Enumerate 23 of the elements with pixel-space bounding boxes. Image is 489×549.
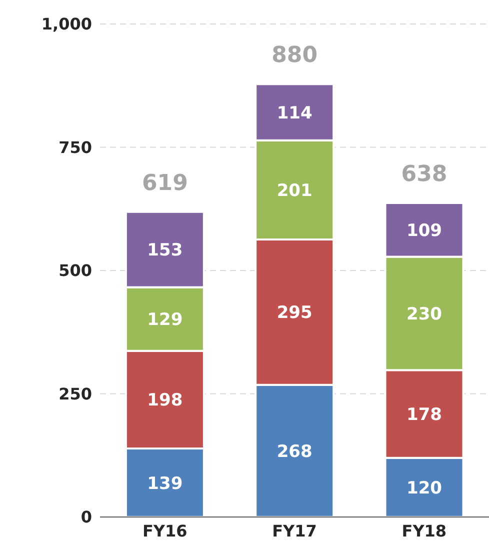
data-label: 129: [147, 310, 183, 330]
data-label: 120: [406, 478, 442, 498]
total-label: 638: [401, 162, 448, 187]
data-label: 230: [406, 304, 442, 324]
data-label: 114: [276, 103, 313, 124]
data-label: 198: [147, 390, 183, 411]
y-tick-label: 750: [58, 138, 92, 157]
data-label: 295: [276, 303, 312, 324]
data-label: 201: [276, 180, 312, 201]
y-tick-label: 0: [80, 508, 92, 527]
data-label: 153: [147, 240, 183, 261]
data-label: 178: [406, 405, 442, 425]
y-tick-label: 500: [58, 261, 92, 280]
data-label: 109: [406, 220, 442, 241]
data-label: 139: [147, 474, 183, 494]
total-label: 619: [142, 170, 188, 196]
data-label: 268: [276, 442, 312, 462]
x-tick-label: FY18: [402, 521, 447, 540]
y-tick-label: 250: [58, 384, 92, 404]
total-label: 880: [272, 43, 318, 68]
y-tick-label: 1,000: [41, 14, 92, 34]
x-tick-label: FY17: [272, 521, 317, 540]
x-tick-label: FY16: [142, 521, 188, 540]
